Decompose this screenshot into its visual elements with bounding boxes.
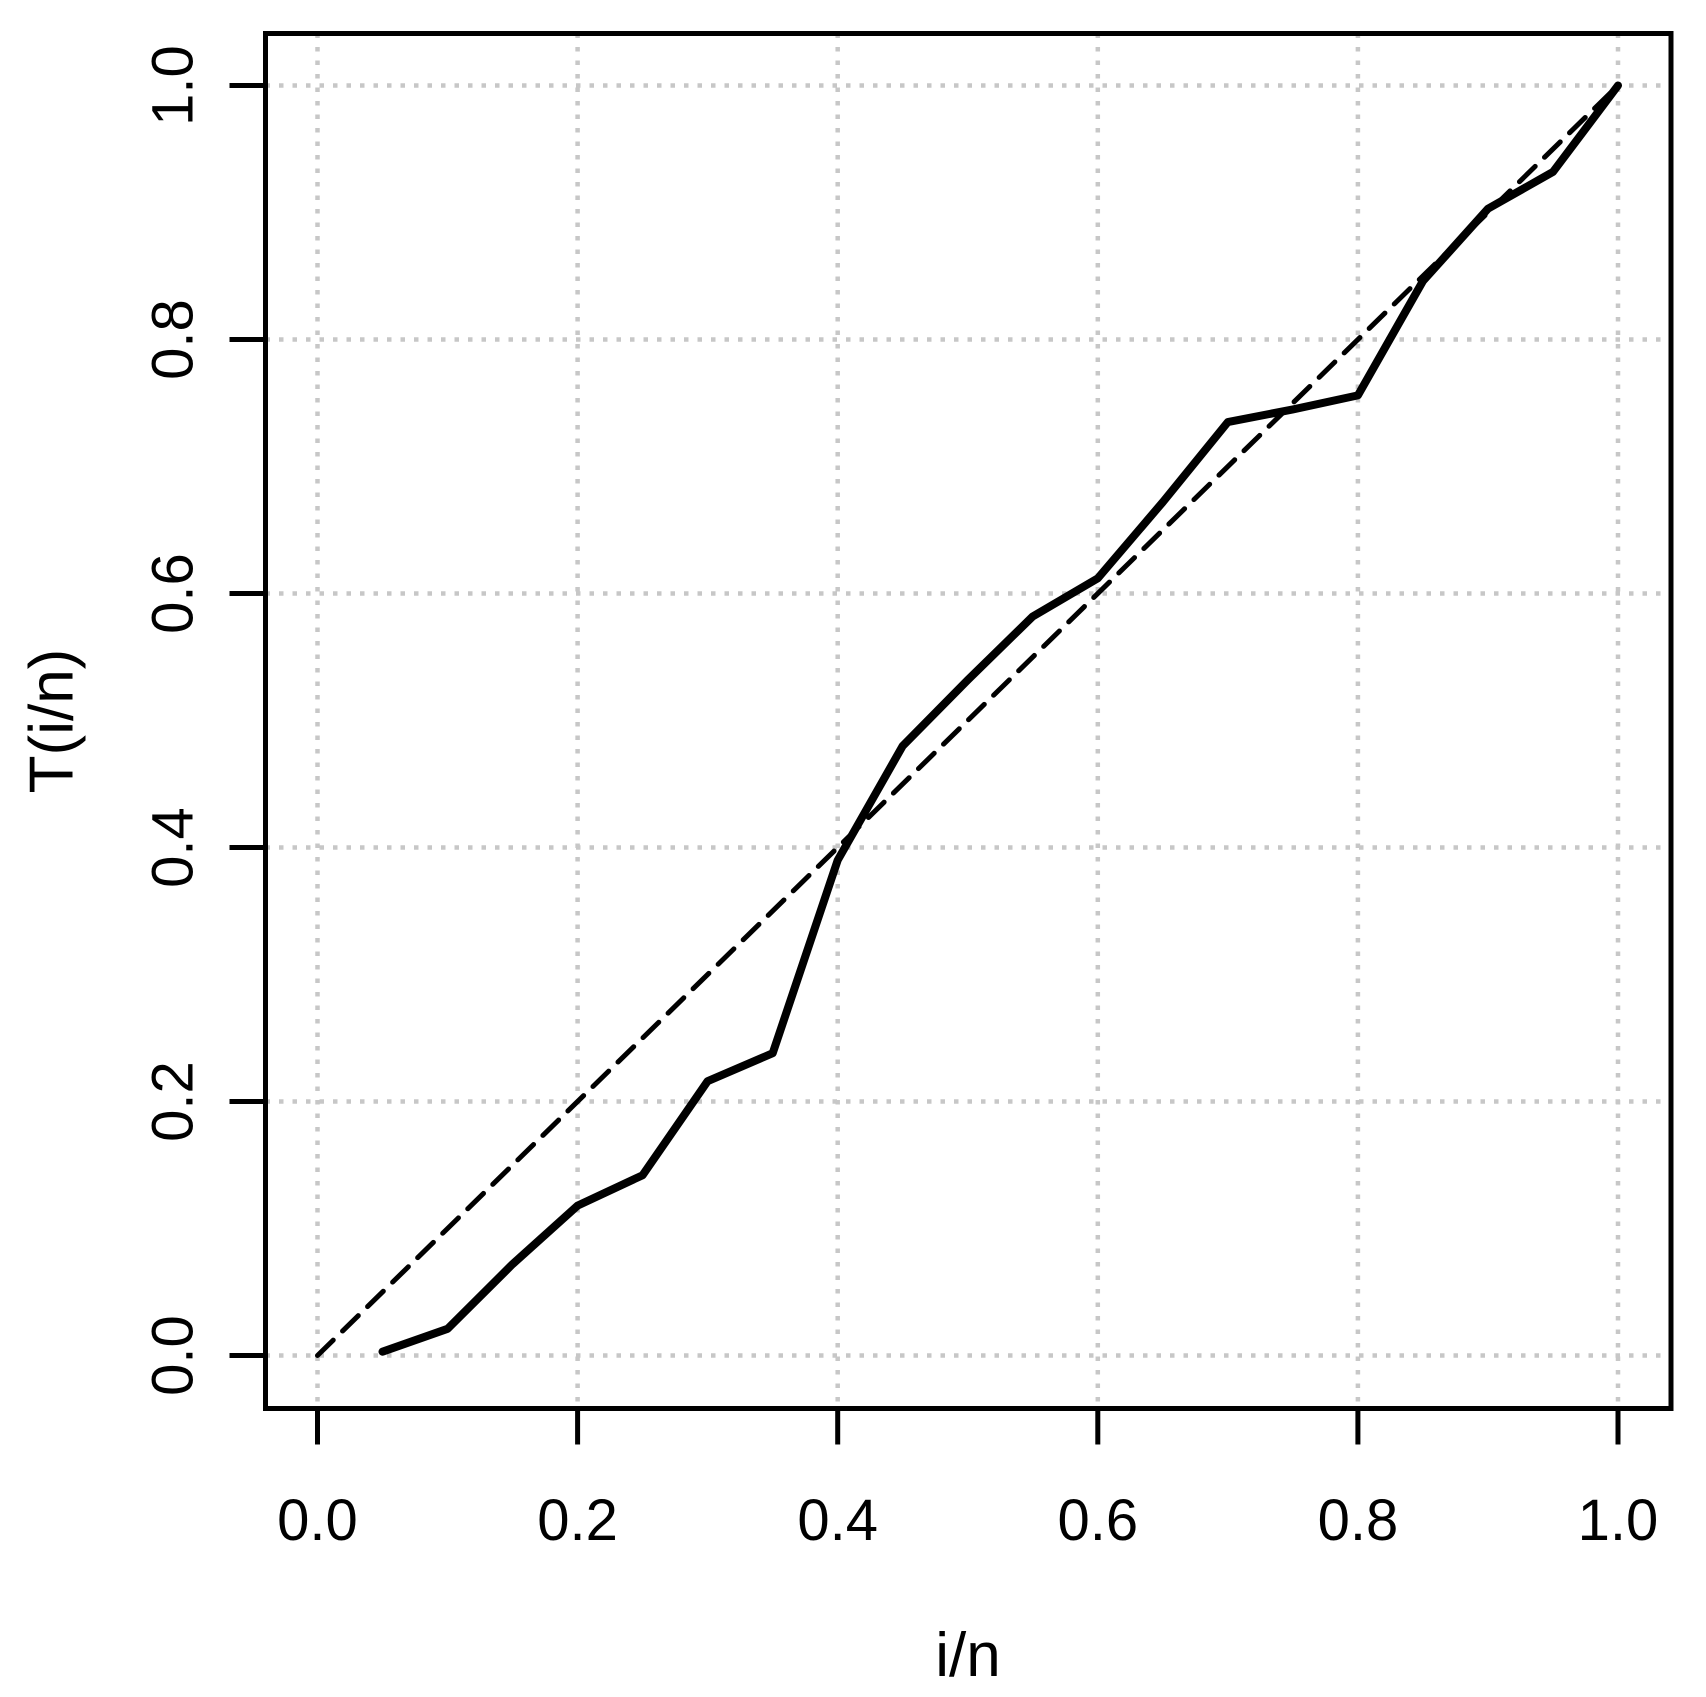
- ttt-curve-line: [378, 81, 1622, 1356]
- plot-box-border: [263, 31, 1674, 1411]
- y-axis-tick-label: 1.0: [141, 45, 206, 126]
- reference-diagonal-line: [315, 83, 1621, 1358]
- axis-ticks: [229, 83, 1621, 1445]
- y-axis-tick-label: 0.0: [141, 1315, 206, 1396]
- x-axis-tick-label: 0.4: [797, 1488, 878, 1553]
- y-axis-tick-label: 0.4: [141, 807, 206, 888]
- y-axis-tick-label: 0.2: [141, 1061, 206, 1142]
- x-axis-tick-label: 0.0: [277, 1488, 358, 1553]
- plot-box: [263, 31, 1674, 1411]
- x-axis-tick-label: 0.6: [1057, 1488, 1138, 1553]
- y-axis-tick-label: 0.8: [141, 299, 206, 380]
- x-axis-tick-label: 0.8: [1318, 1488, 1399, 1553]
- x-axis-tick-label: 0.2: [537, 1488, 618, 1553]
- tick-labels: 0.0 0.2 0.4 0.6 0.8 1.0 0.0 0.2 0.4 0.6 0.8 1.0: [141, 45, 1659, 1553]
- data-series: [315, 81, 1622, 1358]
- y-axis-title: T(i/n): [18, 649, 87, 794]
- x-axis-title: i/n: [935, 1621, 1000, 1690]
- y-axis-tick-label: 0.6: [141, 553, 206, 634]
- x-axis-tick-label: 1.0: [1578, 1488, 1659, 1553]
- gridlines: [265, 33, 1671, 1409]
